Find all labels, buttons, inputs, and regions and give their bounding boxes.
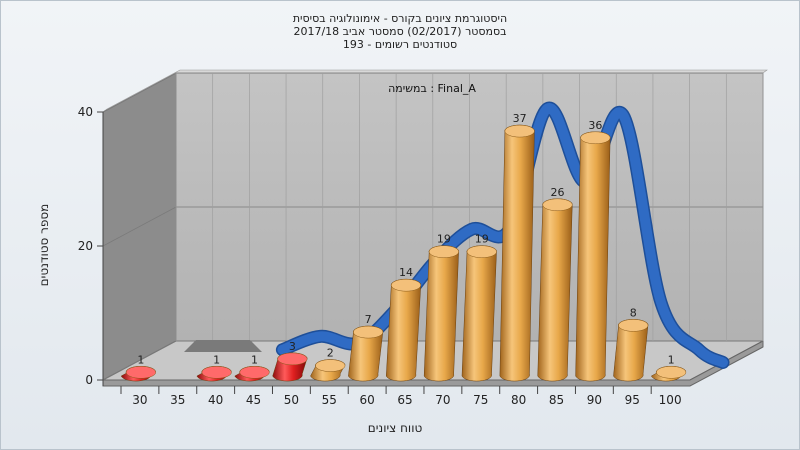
bar-90 (575, 131, 611, 382)
bar-top (239, 366, 270, 379)
bar-body (386, 278, 422, 382)
bar-top (277, 352, 308, 366)
x-tick-label-90: 90 (587, 393, 602, 407)
x-tick-label-30: 30 (132, 393, 147, 407)
y-tick-label-20: 20 (78, 239, 93, 253)
x-tick-label-35: 35 (170, 393, 185, 407)
data-label-90: 36 (588, 119, 602, 132)
y-axis-title: מספר סטודנטים (37, 204, 51, 287)
chart-title-line-2: בסמסטר (02/2017) סמסטר אביב 2017/18 (293, 25, 507, 38)
bar-top (466, 245, 497, 258)
bar-body (461, 245, 497, 382)
x-tick-label-40: 40 (208, 393, 223, 407)
y-tick-label-40: 40 (78, 105, 93, 119)
x-tick-label-100: 100 (659, 393, 682, 407)
data-label-80: 37 (513, 112, 527, 125)
x-tick-label-95: 95 (625, 393, 640, 407)
bar-top (201, 366, 232, 379)
bar-100 (651, 365, 687, 382)
bar-60 (348, 325, 384, 382)
bar-75 (461, 245, 497, 382)
bar-top (618, 319, 649, 332)
y-tick-label-0: 0 (85, 373, 93, 387)
bar-top (542, 198, 573, 212)
bar-top (125, 366, 156, 379)
bar-body (499, 124, 535, 382)
bar-40 (196, 365, 232, 382)
x-tick-label-80: 80 (511, 393, 526, 407)
data-label-60: 7 (365, 313, 372, 326)
bar-80 (499, 124, 535, 382)
bar-95 (613, 319, 649, 382)
x-tick-label-70: 70 (435, 393, 450, 407)
bar-70 (423, 245, 459, 382)
data-label-45: 1 (251, 353, 258, 366)
data-label-75: 19 (475, 233, 489, 246)
bar-50 (272, 352, 308, 382)
bar-top (504, 124, 535, 138)
data-label-30: 1 (137, 353, 144, 366)
data-label-95: 8 (630, 306, 637, 319)
bar-body (575, 131, 611, 382)
chart-annotation: במשימה : Final_A (388, 82, 476, 95)
data-label-70: 19 (437, 233, 451, 246)
bar-top (315, 359, 346, 372)
bar-45 (234, 365, 270, 382)
data-label-85: 26 (551, 186, 565, 199)
bar-30 (120, 365, 157, 382)
data-label-55: 2 (327, 347, 334, 360)
x-axis-title: טווח ציונים (368, 421, 423, 435)
chart-title-line-3: סטודנטים רשומים - 193 (342, 38, 458, 51)
floor-shadow (184, 340, 262, 352)
data-label-40: 1 (213, 353, 220, 366)
bar-top (580, 131, 611, 145)
bar-top (353, 325, 384, 339)
chart-title-line-1: היסטוגרמת ציונים בקורס - אימונולוגיה בסי… (292, 12, 508, 25)
x-tick-label-60: 60 (360, 393, 375, 407)
x-tick-label-85: 85 (549, 393, 564, 407)
x-tick-label-65: 65 (397, 393, 412, 407)
bar-top (428, 245, 459, 258)
bar-body (423, 245, 459, 382)
x-tick-label-50: 50 (284, 393, 299, 407)
bar-body (537, 198, 573, 382)
x-tick-label-75: 75 (473, 393, 488, 407)
bar-85 (537, 198, 573, 382)
bar-55 (310, 359, 346, 382)
data-label-100: 1 (668, 353, 675, 366)
data-label-65: 14 (399, 266, 413, 279)
data-label-50: 3 (289, 340, 296, 353)
bar-top (656, 366, 687, 379)
bar-65 (386, 278, 422, 382)
labels-layer: 0 20 40 30 35 40 45 50 55 60 65 70 75 80 85 90 95 100 1 1 1 3… (37, 82, 682, 435)
bar-top (391, 278, 422, 292)
x-tick-label-55: 55 (322, 393, 337, 407)
bars-layer (120, 124, 687, 382)
x-tick-label-45: 45 (246, 393, 261, 407)
